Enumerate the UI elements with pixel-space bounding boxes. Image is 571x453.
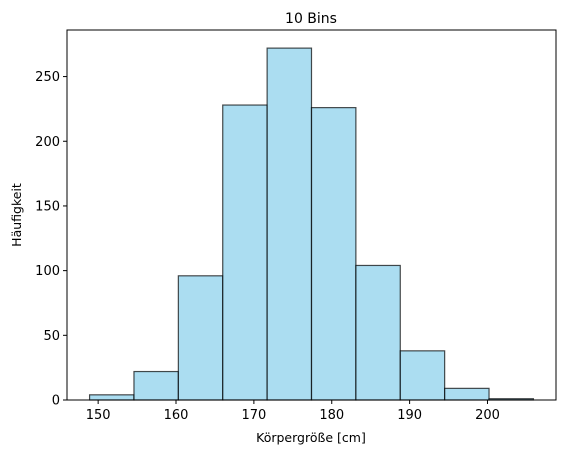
histogram-bar [310,107,357,401]
plot-frame [66,29,557,401]
x-tick-label: 170 [241,408,266,423]
y-tick-label: 0 [52,394,60,409]
x-tick-label: 160 [164,408,189,423]
histogram-bar [88,394,135,401]
x-tick-label: 190 [397,408,422,423]
histogram-bar [444,387,490,401]
x-axis-ticks: 150 160 170 180 190 200 [86,400,500,423]
x-tick-label: 180 [319,408,344,423]
histogram-bar [133,370,179,401]
histogram-bar [222,104,268,401]
y-tick-label: 250 [35,70,60,85]
chart-title: 10 Bins [285,11,337,27]
x-tick-label: 150 [86,408,111,423]
y-axis-ticks: 0 50 100 150 200 250 [35,70,67,409]
y-tick-label: 200 [35,135,60,150]
y-tick-label: 150 [35,199,60,214]
histogram-bar [355,264,401,401]
bars-group [88,47,535,401]
x-axis-label: Körpergröße [cm] [256,430,366,445]
y-axis-label: Häufigkeit [9,183,24,247]
histogram-bar [177,275,224,401]
y-tick-label: 50 [43,329,60,344]
histogram-bar [399,350,446,401]
y-tick-label: 100 [35,264,60,279]
x-tick-label: 200 [475,408,500,423]
histogram-bar [266,47,313,401]
